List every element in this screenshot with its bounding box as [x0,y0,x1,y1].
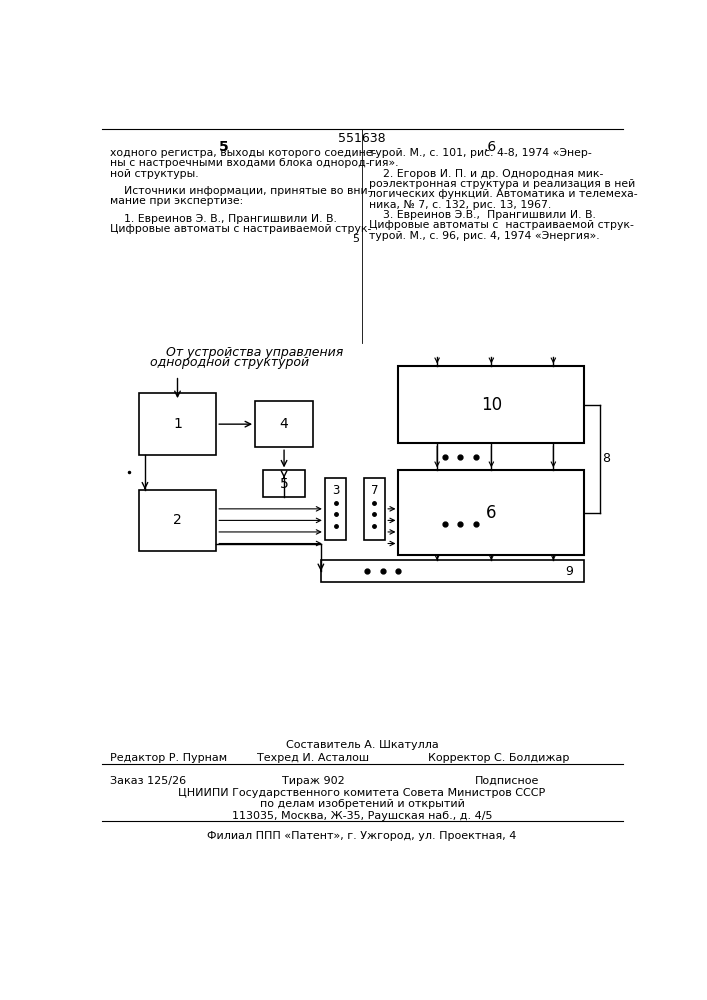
Text: Корректор С. Болдижар: Корректор С. Болдижар [428,753,570,763]
Text: 5: 5 [280,477,288,491]
Text: роэлектронная структура и реализация в ней: роэлектронная структура и реализация в н… [369,179,635,189]
Text: ны с настроечными входами блока однород-: ны с настроечными входами блока однород- [110,158,370,168]
Text: 113035, Москва, Ж-35, Раушская наб., д. 4/5: 113035, Москва, Ж-35, Раушская наб., д. … [232,811,492,821]
Text: От устройства управления: От устройства управления [166,346,343,359]
Text: 1. Евреинов Э. В., Прангишвили И. В.: 1. Евреинов Э. В., Прангишвили И. В. [110,214,337,224]
Text: турой. М., с. 96, рис. 4, 1974 «Энергия».: турой. М., с. 96, рис. 4, 1974 «Энергия»… [369,231,600,241]
Bar [139,490,216,551]
Bar [325,478,346,540]
Text: Филиал ППП «Патент», г. Ужгород, ул. Проектная, 4: Филиал ППП «Патент», г. Ужгород, ул. Про… [207,831,517,841]
Text: Заказ 125/26: Заказ 125/26 [110,776,186,786]
Bar [255,401,313,447]
Text: логических функций. Автоматика и телемеха-: логических функций. Автоматика и телемех… [369,189,638,199]
Text: Цифровые автоматы с  настраиваемой струк-: Цифровые автоматы с настраиваемой струк- [369,220,633,230]
Bar [363,478,385,540]
Text: 3: 3 [332,484,339,497]
Text: 6: 6 [486,504,496,522]
Text: 7: 7 [370,484,378,497]
Text: турой. М., с. 101, рис. 4-8, 1974 «Энер-: турой. М., с. 101, рис. 4-8, 1974 «Энер- [369,148,592,158]
Text: Техред И. Асталош: Техред И. Асталош [257,753,369,763]
Text: 9: 9 [565,565,573,578]
Text: ной структуры.: ной структуры. [110,169,199,179]
Text: Редактор Р. Пурнам: Редактор Р. Пурнам [110,753,227,763]
Text: 2. Егоров И. П. и др. Однородная мик-: 2. Егоров И. П. и др. Однородная мик- [369,169,603,179]
Text: 10: 10 [481,396,502,414]
Text: Составитель А. Шкатулла: Составитель А. Шкатулла [286,740,438,750]
Text: Цифровые автоматы с настраиваемой струк-: Цифровые автоматы с настраиваемой струк- [110,224,371,234]
Text: 5: 5 [352,234,359,244]
Text: 1: 1 [173,417,182,431]
Bar [398,366,585,443]
Bar [139,393,216,455]
Text: ЦНИИПИ Государственного комитета Совета Министров СССР: ЦНИИПИ Государственного комитета Совета … [178,788,546,798]
Bar [398,470,585,555]
Text: Тираж 902: Тираж 902 [282,776,344,786]
Text: 4: 4 [280,417,288,431]
Text: 5: 5 [219,140,229,154]
Text: .6: .6 [484,140,497,154]
Text: однородной структурой: однородной структурой [151,356,310,369]
Text: мание при экспертизе:: мание при экспертизе: [110,196,243,206]
Text: Источники информации, принятые во вни-: Источники информации, принятые во вни- [110,186,372,196]
Text: по делам изобретений и открытий: по делам изобретений и открытий [259,799,464,809]
Text: ходного регистра, выходы которого соедине-: ходного регистра, выходы которого соедин… [110,148,376,158]
Text: 3. Евреинов Э.В.,  Прангишвили И. В.: 3. Евреинов Э.В., Прангишвили И. В. [369,210,596,220]
Bar [321,560,585,582]
Text: Подписное: Подписное [474,776,539,786]
Bar [263,470,305,497]
Text: 8: 8 [602,452,610,465]
Text: ника, № 7, с. 132, рис. 13, 1967.: ника, № 7, с. 132, рис. 13, 1967. [369,200,551,210]
Text: 551638: 551638 [338,132,386,145]
Text: гия».: гия». [369,158,399,168]
Text: 2: 2 [173,513,182,527]
